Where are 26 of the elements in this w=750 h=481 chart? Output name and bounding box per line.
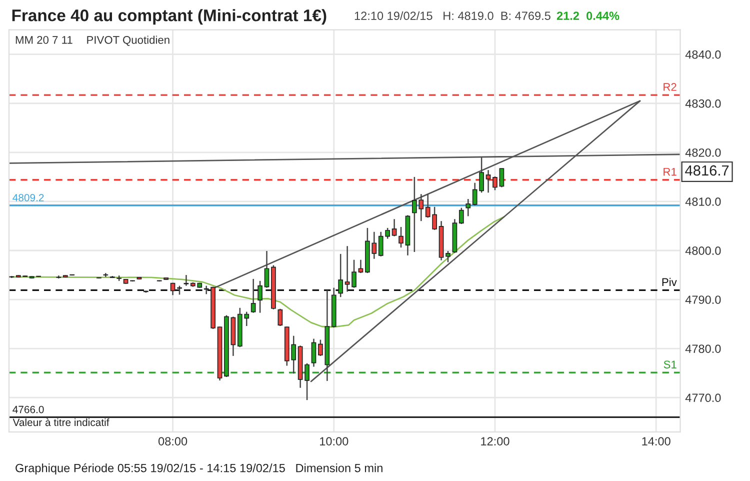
x-tick-label: 10:00 [320, 437, 348, 446]
ref-line-label: Piv [662, 278, 677, 286]
y-tick-label: 4790.0 [685, 296, 721, 304]
y-tick-label: 4800.0 [685, 246, 721, 255]
ref-line-label: R1 [664, 168, 676, 176]
ref-line-label: 4766.0 [12, 406, 44, 414]
y-tick-label: 4840.0 [685, 50, 721, 59]
annotation: PIVOT Quotidien [87, 36, 170, 46]
text: 21.2 0.44% [556, 12, 620, 20]
chart-subtitle: 12:10 19/02/15 H: 4819.0 B: 4769.5 [354, 11, 550, 20]
annotation: Valeur à titre indicatif [12, 418, 110, 426]
ref-line-label: 4809.2 [12, 194, 44, 202]
x-tick-label: 12:00 [481, 437, 510, 446]
chart-title: France 40 au comptant (Mini-contrat 1€) [12, 9, 326, 25]
y-tick-label: 4780.0 [685, 344, 721, 353]
x-tick-label: 08:00 [158, 437, 188, 446]
y-tick-label: 4820.0 [685, 148, 721, 157]
text: 4816.7 [685, 165, 729, 176]
x-tick-label: 14:00 [642, 437, 670, 446]
y-tick-label: 4830.0 [685, 99, 721, 108]
y-tick-label: 4770.0 [685, 394, 721, 402]
ref-line-label: S1 [664, 360, 676, 368]
ref-line-label: R2 [664, 83, 676, 91]
annotation: MM 20 7 11 [16, 36, 72, 44]
y-tick-label: 4810.0 [685, 197, 721, 206]
text: Graphique Période 05:55 19/02/15 - 14:15 19/02/15 Dimension 5 min [16, 463, 382, 475]
